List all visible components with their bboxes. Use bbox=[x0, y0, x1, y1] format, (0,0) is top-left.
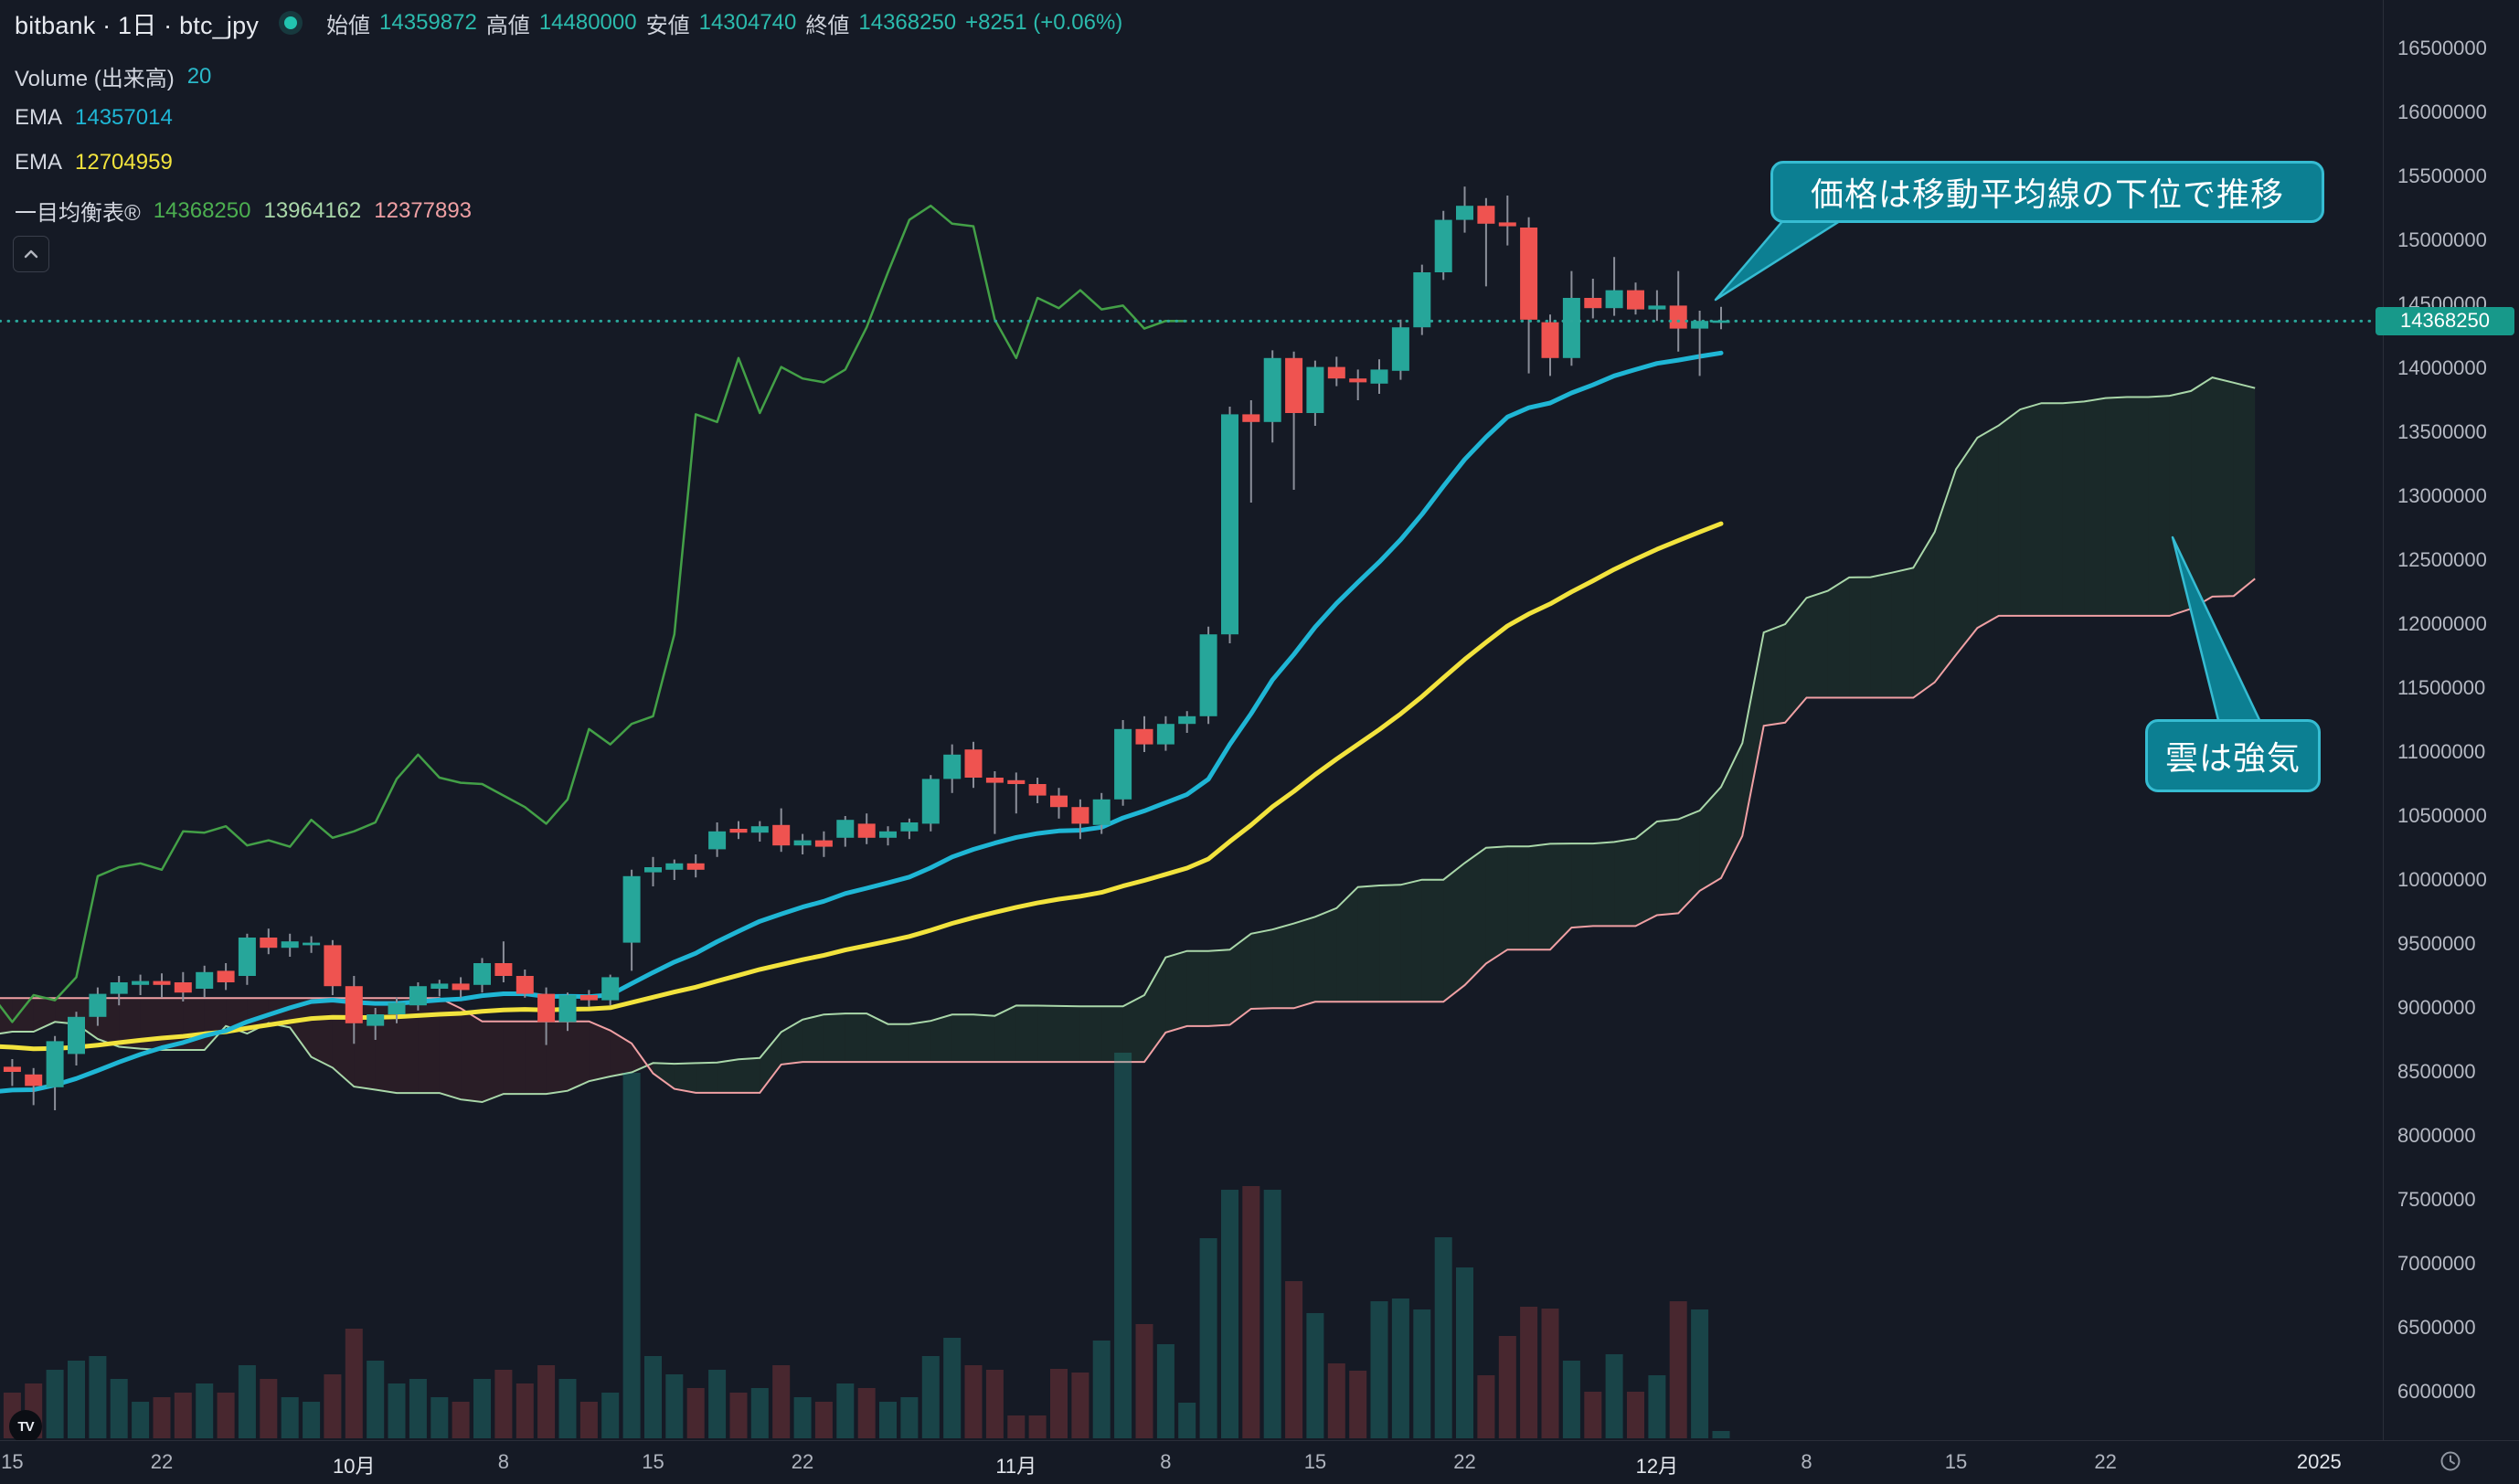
price-axis[interactable]: 16500000 16000000 15500000 15000000 14500000… bbox=[2376, 0, 2519, 1440]
time-axis-label: 10月 bbox=[333, 1455, 376, 1478]
time-axis-label: 8 bbox=[497, 1450, 509, 1473]
time-axis-label: 22 bbox=[791, 1450, 814, 1473]
price-axis-label: 11000000 bbox=[2397, 740, 2486, 763]
price-axis-label: 15000000 bbox=[2397, 228, 2487, 251]
market-status-icon[interactable] bbox=[279, 11, 303, 35]
high-value: 14480000 bbox=[538, 10, 637, 35]
chevron-up-icon bbox=[24, 249, 38, 259]
ichimoku-label: 一目均衡表® bbox=[15, 201, 141, 226]
time-axis-label: 15 bbox=[1, 1450, 24, 1473]
time-axis-label: 22 bbox=[2094, 1450, 2117, 1473]
legend-ema-slow[interactable]: EMA 12704959 bbox=[15, 150, 173, 175]
annotation-text: 雲は強気 bbox=[2164, 739, 2301, 777]
ema-fast-label: EMA bbox=[15, 105, 63, 130]
candlestick-chart[interactable] bbox=[0, 0, 2383, 1440]
timezone-clock-icon[interactable] bbox=[2439, 1449, 2462, 1473]
price-axis-label: 10000000 bbox=[2397, 868, 2487, 891]
chart-pane[interactable]: bitbank · 1日 · btc_jpy 始値 14359872 高値 1448… bbox=[0, 0, 2383, 1440]
ema-slow-label: EMA bbox=[15, 150, 63, 175]
annotation-text: 価格は移動平均線の下位で推移 bbox=[1810, 175, 2284, 213]
symbol-title[interactable]: bitbank · 1日 · btc_jpy bbox=[15, 11, 260, 39]
time-axis-label: 15 bbox=[1303, 1450, 1327, 1473]
time-axis-label: 2025 bbox=[2296, 1450, 2342, 1473]
price-axis-label: 6500000 bbox=[2397, 1316, 2476, 1339]
price-axis-label: 8000000 bbox=[2397, 1124, 2476, 1147]
price-axis-label: 12000000 bbox=[2397, 612, 2487, 635]
annotation-bullish-cloud[interactable]: 雲は強気 bbox=[2145, 719, 2321, 792]
price-axis-label: 9500000 bbox=[2397, 932, 2476, 955]
price-axis-label: 16000000 bbox=[2397, 101, 2487, 123]
high-label: 高値 bbox=[485, 13, 530, 38]
price-axis-label: 7500000 bbox=[2397, 1188, 2476, 1211]
legend-ema-fast[interactable]: EMA 14357014 bbox=[15, 105, 173, 131]
annotation-price-below-ma[interactable]: 価格は移動平均線の下位で推移 bbox=[1770, 161, 2324, 223]
price-axis-label: 16500000 bbox=[2397, 37, 2487, 59]
price-axis-label: 8500000 bbox=[2397, 1060, 2476, 1083]
time-axis-label: 22 bbox=[150, 1450, 174, 1473]
close-value: 14368250 bbox=[858, 10, 957, 35]
legend-collapse-button[interactable] bbox=[13, 236, 49, 272]
volume-value: 20 bbox=[186, 63, 212, 89]
time-axis-label: 8 bbox=[1801, 1450, 1812, 1473]
ohlc-readout: 始値 14359872 高値 14480000 安値 14304740 終値 14368… bbox=[326, 7, 1122, 39]
legend-ichimoku[interactable]: 一目均衡表® 14368250 13964162 12377893 bbox=[15, 195, 472, 227]
low-label: 安値 bbox=[645, 13, 690, 38]
time-axis-label: 15 bbox=[642, 1450, 664, 1473]
time-axis[interactable]: 15 22 10月 8 15 22 11月 8 15 22 12月 8 15 22 2025 bbox=[0, 1440, 2519, 1484]
price-axis-label: 15500000 bbox=[2397, 164, 2487, 187]
open-value: 14359872 bbox=[379, 10, 477, 35]
chart-header: bitbank · 1日 · btc_jpy 始値 14359872 高値 1448… bbox=[15, 7, 1122, 39]
change-value: +8251 (+0.06%) bbox=[965, 10, 1123, 35]
price-axis-label: 7000000 bbox=[2397, 1252, 2476, 1275]
price-axis-label: 13000000 bbox=[2397, 484, 2487, 507]
price-axis-label: 9000000 bbox=[2397, 996, 2476, 1019]
price-axis-label: 14000000 bbox=[2397, 356, 2487, 379]
current-price-value: 14368250 bbox=[2400, 309, 2490, 333]
ichimoku-chikou-value: 14368250 bbox=[153, 197, 251, 223]
price-axis-label: 13500000 bbox=[2397, 420, 2487, 443]
time-axis-label: 12月 bbox=[1635, 1455, 1679, 1478]
legend-volume[interactable]: Volume (出来高) 20 bbox=[15, 60, 211, 92]
current-price-badge: 14368250 bbox=[2376, 306, 2514, 335]
price-axis-label: 6000000 bbox=[2397, 1380, 2476, 1403]
close-label: 終値 bbox=[805, 13, 850, 38]
volume-label: Volume (出来高) bbox=[15, 67, 175, 91]
ema-slow-value: 12704959 bbox=[75, 150, 173, 175]
time-axis-label: 22 bbox=[1453, 1450, 1476, 1473]
low-value: 14304740 bbox=[698, 10, 797, 35]
price-axis-label: 12500000 bbox=[2397, 548, 2487, 571]
price-axis-label: 10500000 bbox=[2397, 804, 2487, 827]
ichimoku-senkou-a-value: 13964162 bbox=[263, 197, 362, 223]
open-label: 始値 bbox=[326, 13, 371, 38]
price-axis-label: 11500000 bbox=[2397, 676, 2486, 699]
ichimoku-senkou-b-value: 12377893 bbox=[374, 197, 473, 223]
ema-fast-value: 14357014 bbox=[75, 105, 173, 130]
time-axis-label: 11月 bbox=[995, 1455, 1037, 1478]
tradingview-logo[interactable]: TV bbox=[9, 1410, 42, 1440]
time-axis-label: 15 bbox=[1944, 1450, 1968, 1473]
time-axis-label: 8 bbox=[1160, 1450, 1172, 1473]
